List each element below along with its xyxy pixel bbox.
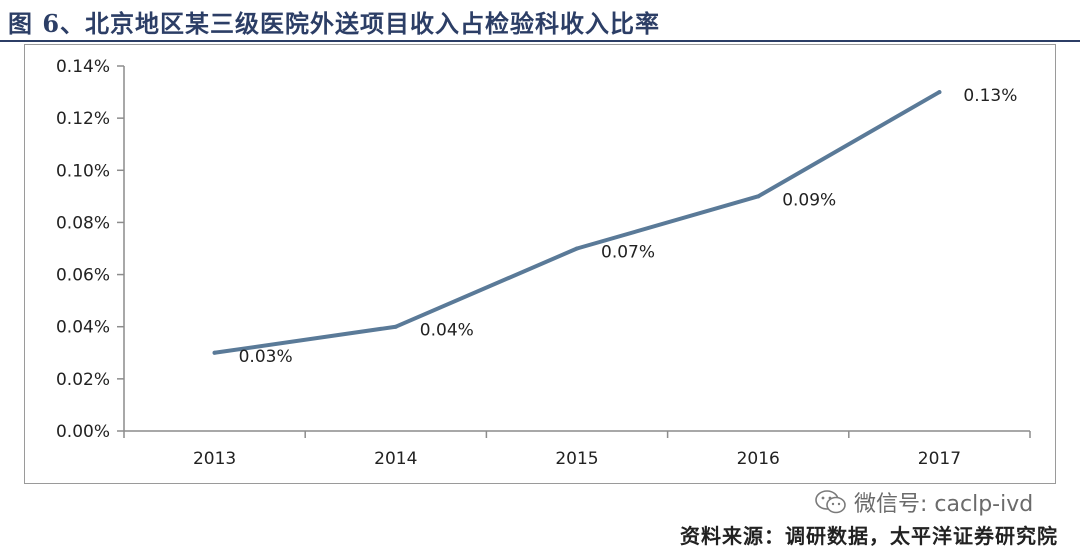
series-line bbox=[212, 90, 942, 355]
data-label: 0.04% bbox=[420, 321, 474, 341]
data-label: 0.09% bbox=[782, 190, 836, 210]
x-tick-label: 2014 bbox=[374, 449, 417, 469]
x-tick-label: 2016 bbox=[737, 449, 780, 469]
y-tick-label: 0.02% bbox=[56, 370, 110, 390]
x-tick-label: 2017 bbox=[918, 449, 961, 469]
watermark-text: 微信号: caclp-ivd bbox=[854, 492, 1034, 517]
wechat-icon bbox=[815, 490, 846, 514]
data-point bbox=[575, 246, 579, 251]
data-point bbox=[756, 194, 761, 199]
y-tick-label: 0.06% bbox=[56, 266, 110, 286]
x-tick-label: 2013 bbox=[193, 449, 236, 469]
y-tick-label: 0.04% bbox=[56, 318, 110, 338]
data-point bbox=[393, 324, 398, 329]
y-tick-label: 0.08% bbox=[56, 213, 110, 233]
data-point bbox=[212, 350, 217, 355]
chart-frame bbox=[24, 44, 1056, 484]
x-tick-label: 2015 bbox=[555, 449, 598, 469]
y-tick-label: 0.00% bbox=[56, 422, 110, 442]
y-tick-label: 0.12% bbox=[56, 109, 110, 129]
y-tick-label: 0.14% bbox=[56, 57, 110, 77]
data-label: 0.13% bbox=[963, 86, 1017, 106]
data-label: 0.03% bbox=[239, 347, 293, 367]
title-rule bbox=[0, 40, 1080, 42]
data-label: 0.07% bbox=[601, 243, 655, 263]
source-note: 资料来源：调研数据，太平洋证券研究院 bbox=[680, 524, 1058, 548]
y-tick-label: 0.10% bbox=[56, 161, 110, 181]
data-point bbox=[937, 90, 942, 95]
figure-title: 图 6、北京地区某三级医院外送项目收入占检验科收入比率 bbox=[8, 9, 661, 38]
watermark: 微信号: caclp-ivd bbox=[814, 488, 1034, 517]
